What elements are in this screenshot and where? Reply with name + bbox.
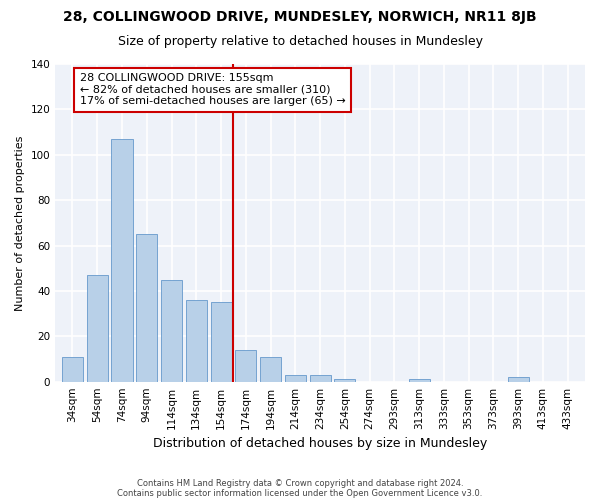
Text: Size of property relative to detached houses in Mundesley: Size of property relative to detached ho… bbox=[118, 35, 482, 48]
Text: Contains public sector information licensed under the Open Government Licence v3: Contains public sector information licen… bbox=[118, 488, 482, 498]
Bar bbox=[260, 356, 281, 382]
Bar bbox=[409, 380, 430, 382]
Bar bbox=[285, 375, 306, 382]
Bar bbox=[508, 377, 529, 382]
Bar bbox=[161, 280, 182, 382]
Bar bbox=[334, 380, 355, 382]
Bar bbox=[112, 139, 133, 382]
Bar bbox=[136, 234, 157, 382]
Bar bbox=[310, 375, 331, 382]
Bar bbox=[235, 350, 256, 382]
Y-axis label: Number of detached properties: Number of detached properties bbox=[15, 135, 25, 310]
Text: 28, COLLINGWOOD DRIVE, MUNDESLEY, NORWICH, NR11 8JB: 28, COLLINGWOOD DRIVE, MUNDESLEY, NORWIC… bbox=[63, 10, 537, 24]
Bar bbox=[87, 275, 108, 382]
X-axis label: Distribution of detached houses by size in Mundesley: Distribution of detached houses by size … bbox=[153, 437, 487, 450]
Bar bbox=[62, 356, 83, 382]
Text: Contains HM Land Registry data © Crown copyright and database right 2024.: Contains HM Land Registry data © Crown c… bbox=[137, 478, 463, 488]
Bar bbox=[186, 300, 207, 382]
Text: 28 COLLINGWOOD DRIVE: 155sqm
← 82% of detached houses are smaller (310)
17% of s: 28 COLLINGWOOD DRIVE: 155sqm ← 82% of de… bbox=[80, 73, 346, 106]
Bar bbox=[211, 302, 232, 382]
